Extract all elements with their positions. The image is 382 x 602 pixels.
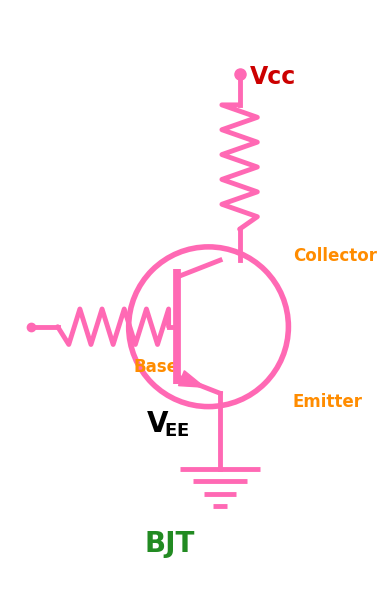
Text: Collector: Collector [293,247,377,265]
Text: Vcc: Vcc [250,66,296,89]
Text: Base: Base [133,358,178,376]
Text: $\mathbf{V}$: $\mathbf{V}$ [146,411,170,438]
Text: $\mathbf{EE}$: $\mathbf{EE}$ [164,423,189,441]
Text: BJT: BJT [144,530,195,558]
Polygon shape [178,371,205,387]
Text: Emitter: Emitter [293,393,363,411]
